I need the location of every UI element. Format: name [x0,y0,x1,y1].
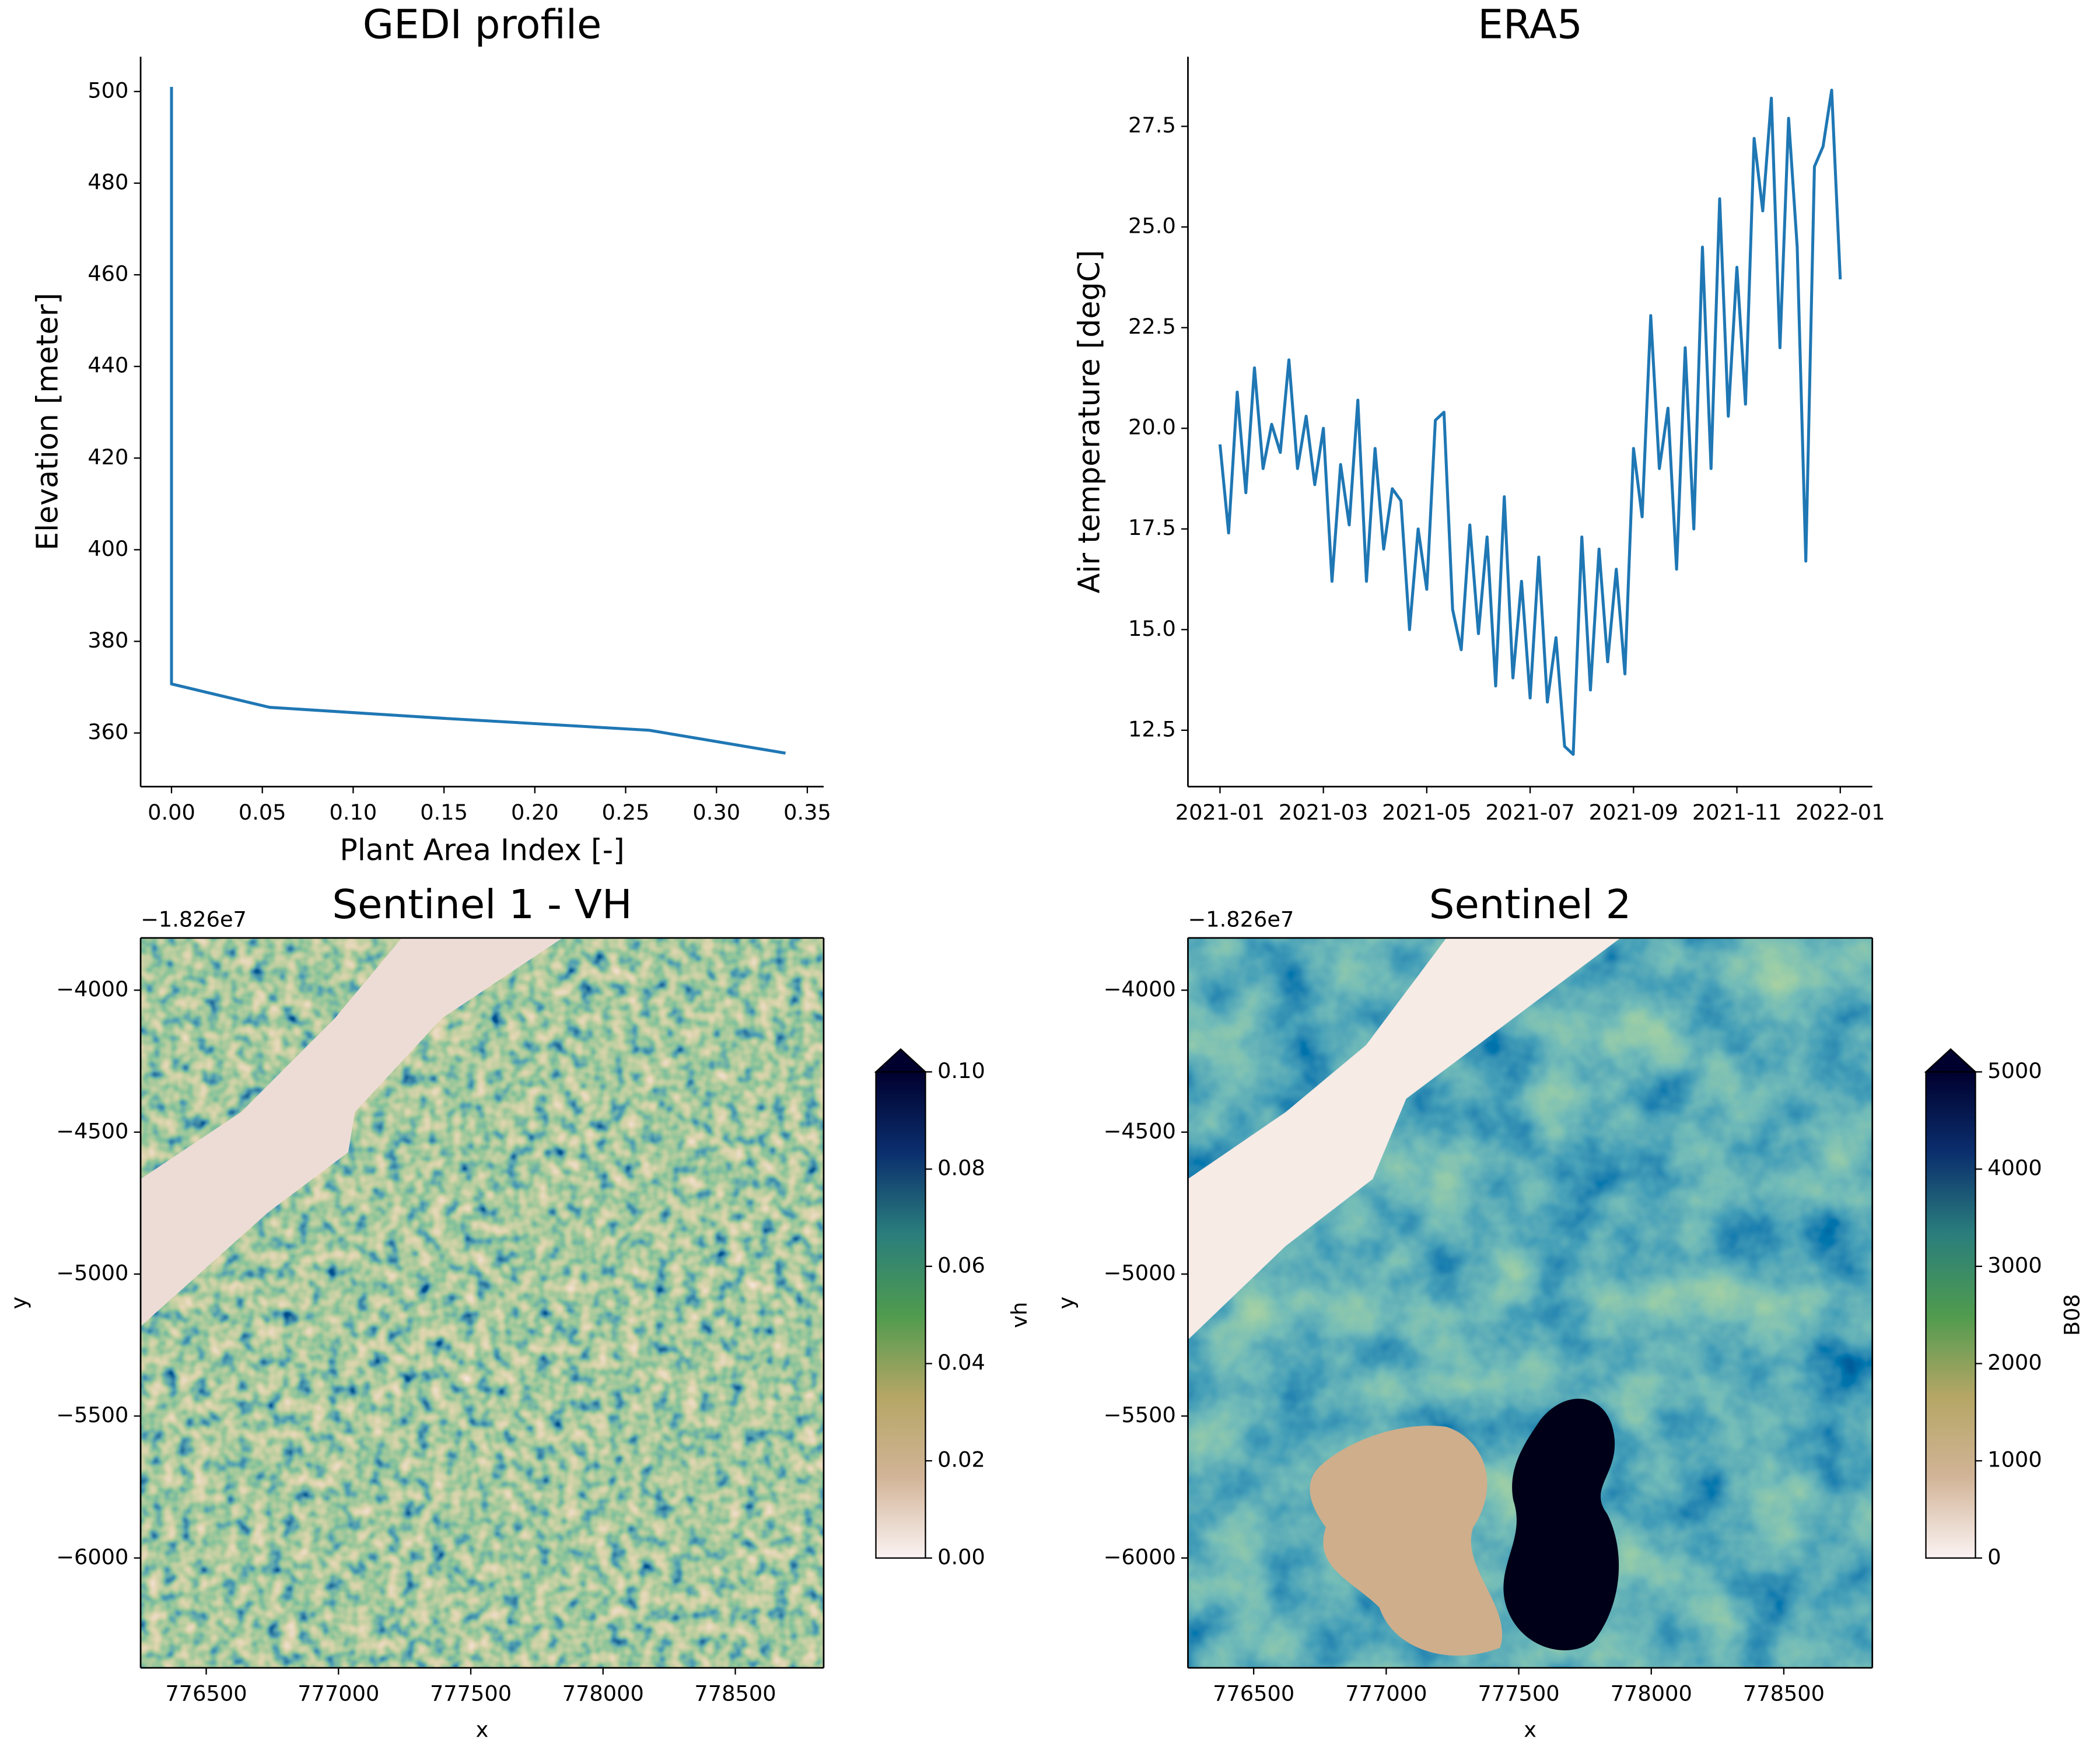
y-tick-label: −5000 [56,1261,128,1286]
x-axis-label: Plant Area Index [-] [340,832,624,867]
x-tick-label: 2021-03 [1279,800,1368,825]
colorbar-tick-label: 2000 [1987,1350,2042,1375]
colorbar-tick-label: 3000 [1987,1252,2042,1278]
colorbar [1925,1071,1976,1559]
y-tick-label: 12.5 [1128,716,1176,741]
y-tick-label: 440 [88,353,128,378]
colorbar-tick-label: 0.10 [937,1058,985,1083]
y-tick-label: −6000 [1104,1544,1176,1569]
x-tick-label: 777500 [430,1681,512,1706]
colorbar-extend [874,1048,928,1073]
y-tick-label: 20.0 [1128,415,1176,440]
x-tick-label: 2021-09 [1589,800,1678,825]
x-tick-label: 776500 [165,1681,247,1706]
x-tick-label: 777000 [298,1681,379,1706]
chart-title: ERA5 [1478,2,1582,48]
x-tick-label: 0.25 [602,800,650,825]
colorbar-label: B08 [2060,1294,2085,1336]
x-tick-label: 0.10 [330,800,377,825]
y-tick-label: −4500 [56,1118,128,1143]
y-tick-label: 380 [88,628,128,653]
y-tick-label: 360 [88,719,128,744]
data-line [170,87,786,755]
y-axis-label: y [1054,1297,1079,1310]
x-tick-label: 0.15 [420,800,468,825]
colorbar-tick-label: 1000 [1987,1447,2042,1472]
x-tick-label: 0.00 [148,800,195,825]
y-tick-label: 400 [88,536,128,561]
x-tick-label: 0.05 [239,800,286,825]
colorbar-tick-label: 4000 [1987,1156,2042,1181]
data-line [1218,88,1842,756]
x-axis-label: x [1524,1717,1536,1742]
y-axis-label: Elevation [meter] [30,293,64,551]
colorbar [875,1071,926,1559]
x-tick-label: 778000 [1611,1681,1692,1706]
colorbar-tick-label: 0.06 [937,1252,985,1278]
y-axis-label: Air temperature [degC] [1072,250,1107,593]
colorbar-tick-label: 0.08 [937,1156,985,1181]
y-tick-label: 500 [88,78,128,103]
x-tick-label: 778500 [694,1681,776,1706]
colorbar-tick-label: 0 [1987,1544,2001,1569]
colorbar-tick-label: 0.00 [937,1544,985,1569]
x-tick-label: 778000 [562,1681,644,1706]
x-tick-label: 777000 [1345,1681,1427,1706]
x-axis-label: x [476,1717,489,1742]
y-tick-label: 27.5 [1128,113,1176,138]
colorbar-label: vh [1007,1302,1032,1328]
chart-title: Sentinel 1 - VH [332,881,632,928]
y-tick-label: 15.0 [1128,616,1176,641]
chart-title: Sentinel 2 [1429,881,1632,928]
x-tick-label: 2022-01 [1796,800,1885,825]
y-tick-label: −4500 [1104,1118,1176,1143]
y-tick-label: 420 [88,444,128,470]
y-tick-label: 460 [88,261,128,286]
x-tick-label: 2021-11 [1692,800,1782,825]
raster-river [141,937,563,1326]
raster-patch [1310,1426,1503,1656]
raster-blob [1503,1398,1619,1651]
x-tick-label: 776500 [1213,1681,1294,1706]
x-tick-label: 0.30 [692,800,740,825]
y-tick-label: −6000 [56,1544,128,1569]
y-tick-label: −5500 [1104,1402,1176,1427]
x-tick-label: 777500 [1478,1681,1559,1706]
x-tick-label: 2021-07 [1485,800,1574,825]
raster [141,937,824,1668]
y-tick-label: 17.5 [1128,515,1176,540]
y-tick-label: 25.0 [1128,214,1176,239]
raster-river [1188,937,1621,1340]
y-tick-label: −4000 [1104,977,1176,1002]
y-tick-label: −5000 [1104,1261,1176,1286]
x-tick-label: 0.35 [783,800,831,825]
colorbar-extend [1924,1048,1978,1073]
offset-text: −1.826e7 [141,907,247,932]
x-tick-label: 2021-01 [1175,800,1265,825]
offset-text: −1.826e7 [1188,907,1294,932]
x-tick-label: 0.20 [511,800,559,825]
y-tick-label: −4000 [56,977,128,1002]
x-tick-label: 2021-05 [1382,800,1471,825]
y-tick-label: 480 [88,169,128,194]
colorbar-tick-label: 0.02 [937,1447,985,1472]
colorbar-tick-label: 5000 [1987,1058,2042,1083]
colorbar-tick-label: 0.04 [937,1350,985,1375]
y-tick-label: 22.5 [1128,314,1176,339]
chart-title: GEDI profile [363,2,602,48]
x-tick-label: 778500 [1743,1681,1825,1706]
y-axis-label: y [6,1297,32,1310]
y-tick-label: −5500 [56,1402,128,1427]
